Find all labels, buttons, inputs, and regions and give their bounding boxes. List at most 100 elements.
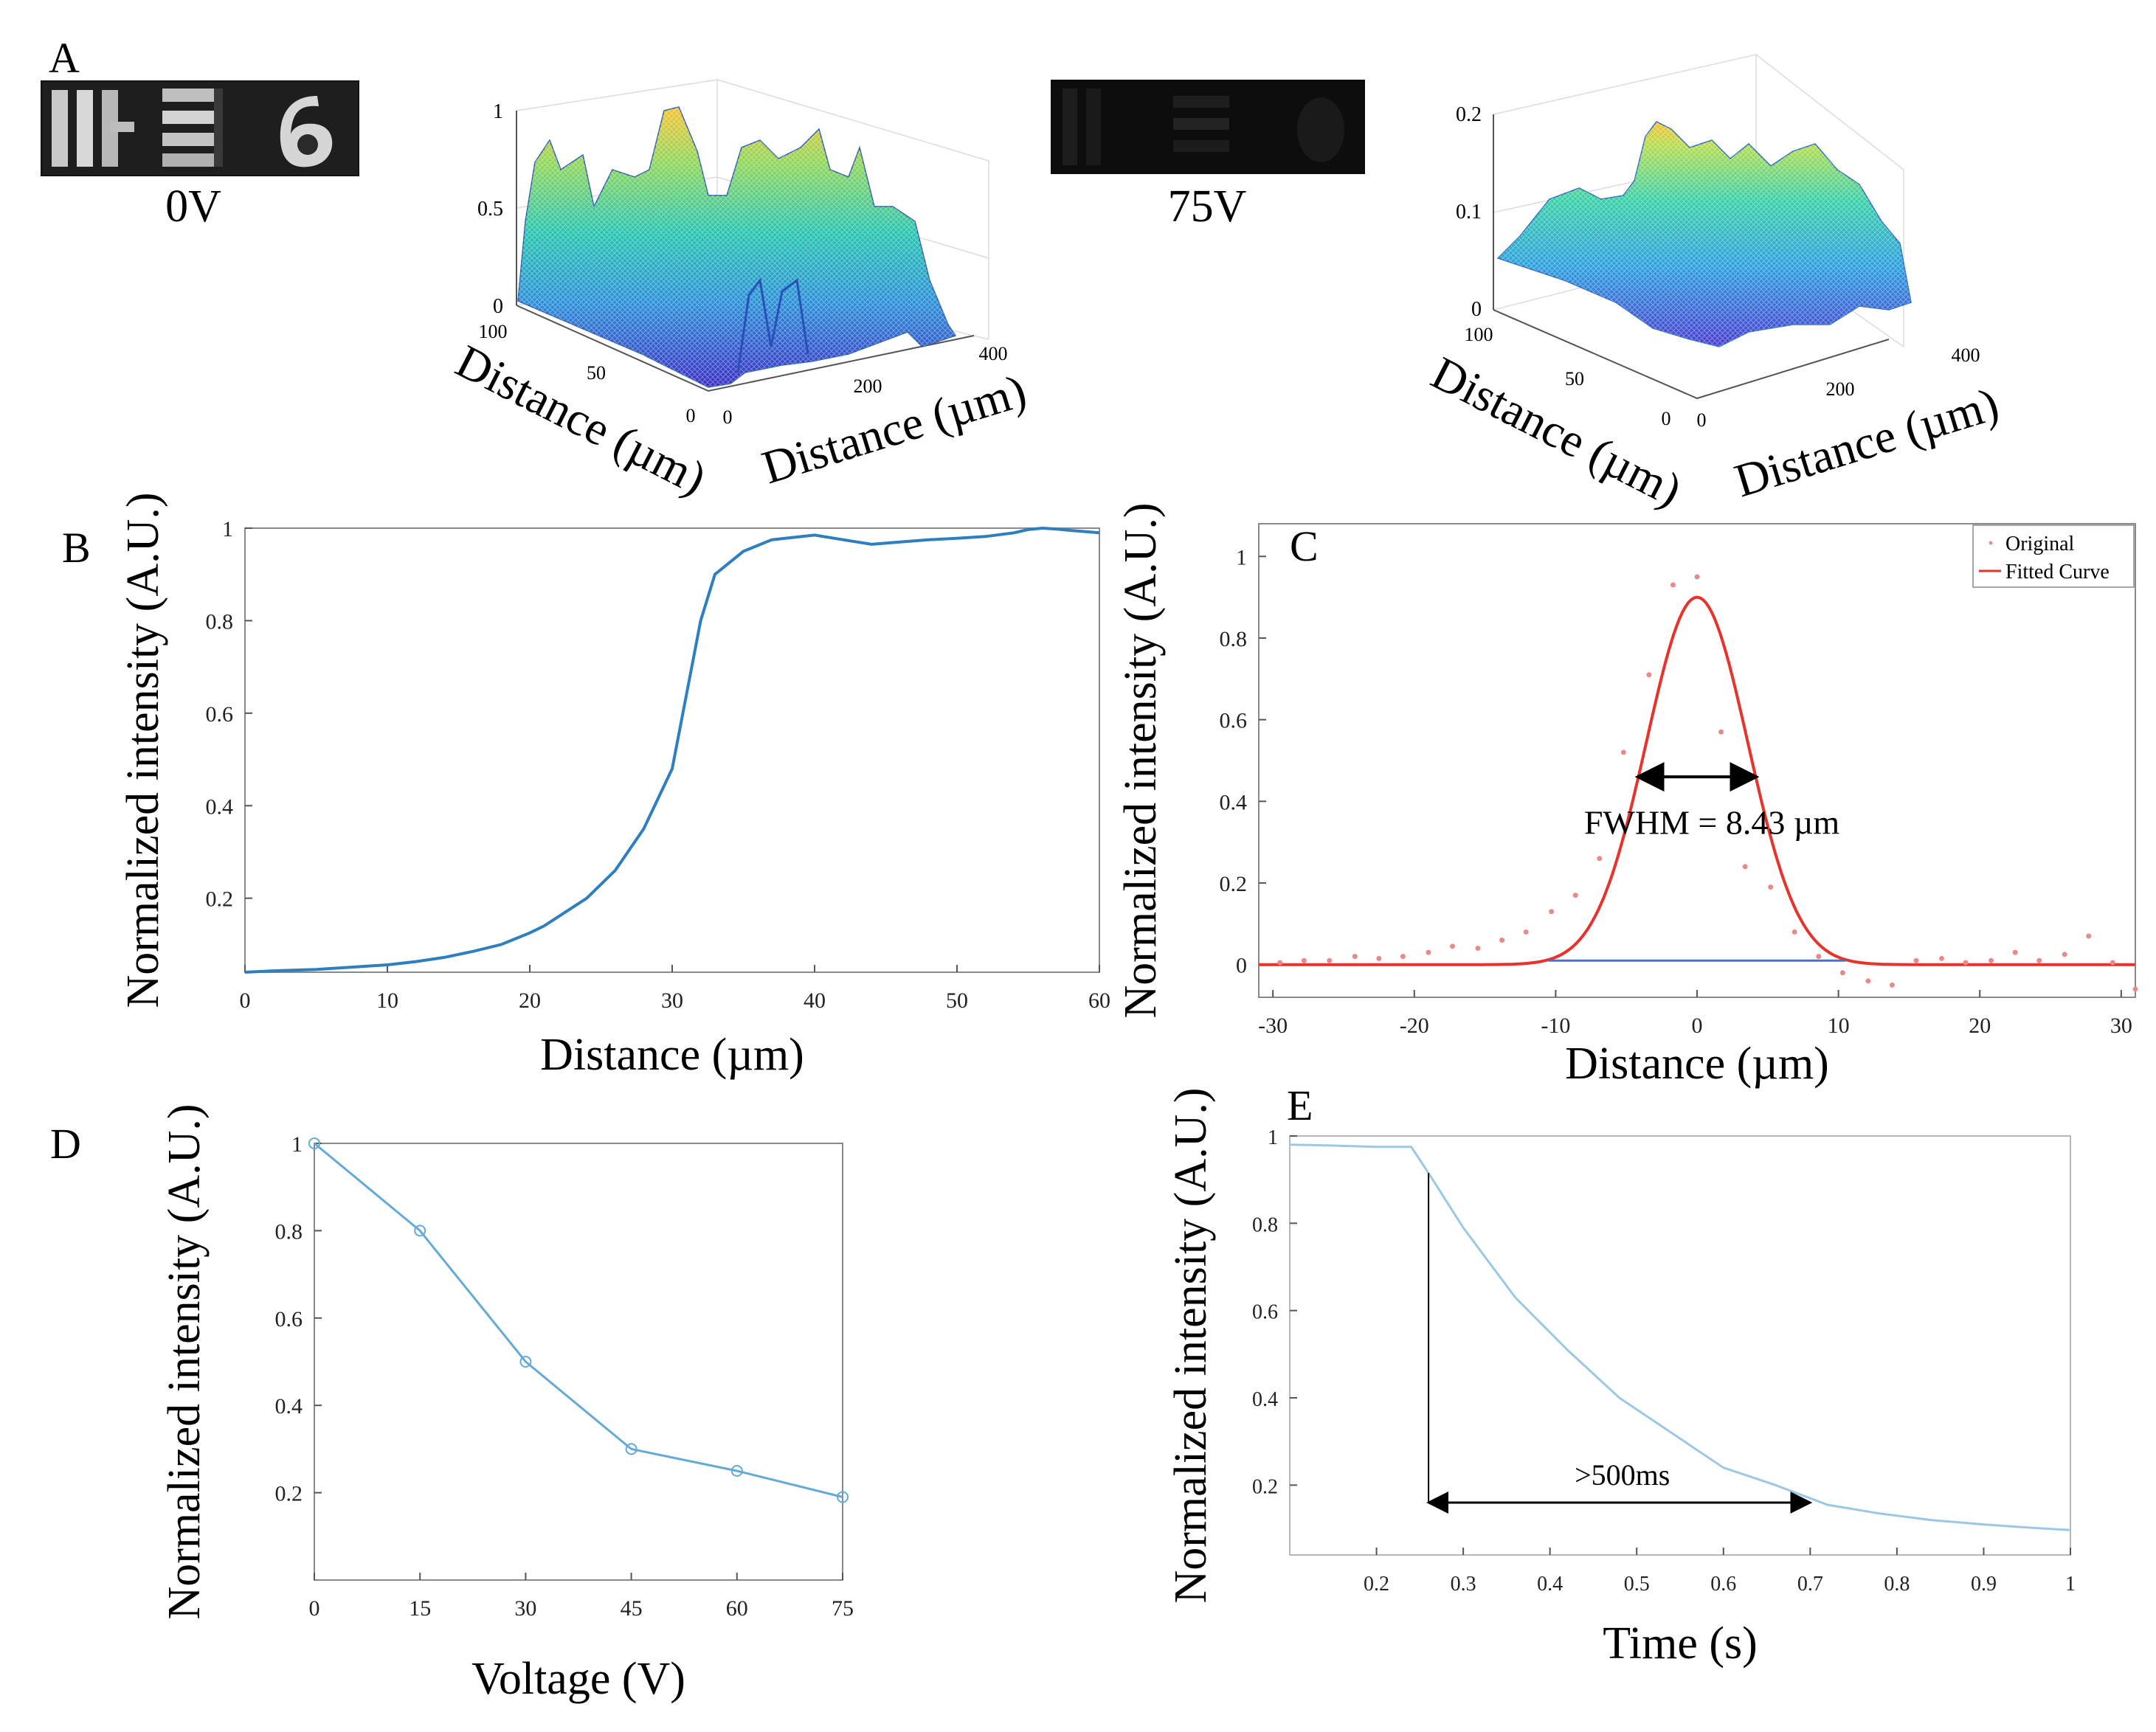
chart-d-ytick-label: 1 <box>291 1132 303 1157</box>
surface2-ytick-1: 50 <box>1565 368 1584 389</box>
chart-b-xtick-label: 50 <box>946 988 968 1013</box>
chart-e-ytick-label: 1 <box>1268 1126 1278 1149</box>
chart-c-xtick-label: 30 <box>2110 1014 2132 1038</box>
chart-c-data-point <box>1646 672 1652 678</box>
chart-b-ylabel: Normalized intensity (A.U.) <box>118 492 168 1008</box>
chart-c-data-point <box>1768 884 1774 890</box>
chart-c-annotation: FWHM = 8.43 µm <box>1584 804 1840 842</box>
surface1-ytick-1: 50 <box>587 362 606 384</box>
chart-c-axes-box <box>1258 523 2136 998</box>
chart-c-ytick-label: 1 <box>1236 545 1247 569</box>
chart-c-data-point <box>2132 986 2138 992</box>
chart-c-legend-box <box>1972 524 2135 588</box>
chart-e-xtick-label: 1 <box>2065 1573 2076 1596</box>
chart-c-fitted-curve <box>1259 595 2135 966</box>
chart-e-xtick-label: 0.7 <box>1797 1573 1823 1596</box>
chart-b-xtick-label: 40 <box>804 988 826 1013</box>
chart-d-data-point <box>837 1491 849 1503</box>
surface2-xtick-2: 400 <box>1952 344 1980 366</box>
chart-c-xtick-label: -20 <box>1400 1014 1429 1038</box>
chart-b-xtick-label: 60 <box>1088 988 1110 1013</box>
chart-e-ytick-label: 0.6 <box>1252 1301 1278 1324</box>
chart-d-data-point <box>414 1224 426 1237</box>
surface1-ytick-0: 100 <box>479 321 508 342</box>
chart-e-series-line <box>1289 1143 2071 1531</box>
surface2-ztick-0: 0 <box>1471 298 1482 321</box>
chart-c-data-point <box>1523 929 1529 935</box>
chart-c-xtick-label: 0 <box>1692 1014 1703 1038</box>
chart-c-data-point <box>1475 946 1481 952</box>
chart-e-ytick-label: 0.4 <box>1252 1388 1278 1411</box>
surface1-xtick-2: 400 <box>979 343 1008 364</box>
chart-d-xtick-label: 60 <box>726 1596 748 1621</box>
chart-b-ytick-label: 1 <box>222 517 233 541</box>
chart-e-xtick-label: 0.4 <box>1537 1573 1563 1596</box>
chart-c-data-point <box>2110 960 2115 966</box>
chart-c-data-point <box>1327 957 1333 963</box>
panel-label-c: C <box>1290 522 1319 570</box>
chart-e-xtick-label: 0.5 <box>1624 1573 1650 1596</box>
surface1-ztick-1: 0.5 <box>477 198 503 221</box>
surface2-ytick-0: 100 <box>1465 324 1493 345</box>
chart-d-data-point <box>730 1465 743 1477</box>
chart-b: 0 10 20 30 40 50 60 0.2 0.4 0.6 0.8 1 Distance (µm) N… <box>118 492 1110 1080</box>
chart-b-xtick-label: 30 <box>661 988 683 1013</box>
chart-e-ytick-label: 0.2 <box>1252 1475 1278 1498</box>
surface-plot-0v <box>516 79 989 392</box>
surface1-xtick-0: 0 <box>723 406 733 428</box>
image-75v-label: 75V <box>1168 181 1247 232</box>
chart-c-data-point <box>1816 954 1822 960</box>
chart-e-xtick-label: 0.3 <box>1451 1573 1476 1596</box>
chart-e-annotation: >500ms <box>1575 1458 1670 1492</box>
chart-b-ytick-label: 0.8 <box>206 609 234 634</box>
image-0v <box>41 80 359 176</box>
chart-c-ylabel: Normalized intensity (A.U.) <box>1116 502 1166 1018</box>
chart-d-ytick-label: 0.8 <box>275 1219 303 1244</box>
chart-b-xtick-label: 10 <box>376 988 398 1013</box>
chart-c-data-point <box>1889 982 1895 988</box>
chart-b-series-line <box>244 526 1100 974</box>
chart-c-legend-original: Original <box>2005 533 2075 555</box>
chart-d-data-point <box>519 1356 532 1368</box>
chart-c-data-point <box>1670 582 1676 588</box>
chart-c-data-point <box>1277 960 1283 966</box>
chart-d-axes-box <box>314 1143 843 1581</box>
chart-e-xtick-label: 0.6 <box>1710 1573 1736 1596</box>
chart-c-data-point <box>1301 957 1307 963</box>
chart-c-data-point <box>2012 949 2018 955</box>
image-0v-label: 0V <box>165 181 221 232</box>
chart-d-xlabel: Voltage (V) <box>471 1654 685 1704</box>
chart-c-data-point <box>1913 957 1919 963</box>
chart-c-data-point <box>1572 893 1578 898</box>
chart-c-data-point <box>1989 957 1994 963</box>
chart-c-xlabel: Distance (µm) <box>1565 1039 1829 1089</box>
chart-c-ytick-label: 0.2 <box>1220 872 1248 896</box>
chart-c-data-point <box>1839 970 1845 976</box>
chart-e-xlabel: Time (s) <box>1603 1618 1758 1669</box>
chart-d: 0 15 30 45 60 75 0.2 0.4 0.6 0.8 1 Voltage (V) Norma… <box>159 1104 854 1704</box>
chart-c-data-point <box>1499 938 1505 943</box>
chart-b-ytick-label: 0.6 <box>206 702 234 727</box>
chart-d-xtick-label: 30 <box>514 1596 536 1621</box>
chart-c-xtick-label: -10 <box>1541 1014 1570 1038</box>
chart-e-xtick-label: 0.8 <box>1884 1573 1910 1596</box>
chart-c-data-point <box>1963 960 1969 966</box>
surface2-ytick-2: 0 <box>1662 408 1671 429</box>
chart-c-data-point <box>1620 749 1626 755</box>
chart-c-legend-marker-original <box>1989 541 1993 545</box>
surface2-ztick-2: 0.2 <box>1456 103 1482 126</box>
chart-c-data-point <box>1742 864 1748 870</box>
chart-d-ytick-label: 0.2 <box>275 1482 303 1506</box>
chart-c-data-point <box>1792 929 1797 935</box>
image-75v <box>1051 80 1365 174</box>
chart-d-xtick-label: 75 <box>832 1596 854 1621</box>
surface1-xtick-1: 200 <box>854 375 882 397</box>
surface2-xtick-0: 0 <box>1697 409 1707 431</box>
chart-d-ytick-label: 0.4 <box>275 1394 303 1418</box>
chart-d-xtick-label: 0 <box>309 1596 320 1621</box>
chart-c-data-point <box>1718 729 1724 735</box>
surface1-ytick-2: 0 <box>686 405 696 426</box>
chart-c-data-point <box>2062 952 2067 957</box>
chart-c: -30 -20 -10 0 10 20 30 0 0.2 0.4 0.6 0.8 1 Distance (… <box>1116 502 2138 1089</box>
